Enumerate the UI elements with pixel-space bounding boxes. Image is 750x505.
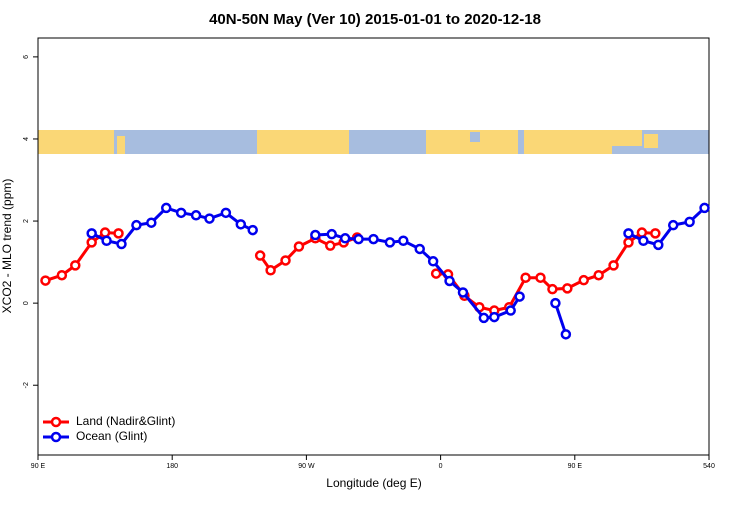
sea-patch xyxy=(612,146,642,154)
x-tick-label: 540 xyxy=(703,463,715,470)
data-point xyxy=(489,311,500,323)
data-point xyxy=(608,260,619,271)
x-tick-label: 90 W xyxy=(298,463,315,470)
x-tick-label: 0 xyxy=(439,463,443,470)
data-point xyxy=(326,228,337,240)
data-point xyxy=(325,240,336,251)
data-point xyxy=(384,237,396,248)
data-point xyxy=(398,235,409,247)
data-point xyxy=(562,283,573,294)
series-line xyxy=(91,206,706,335)
data-point xyxy=(86,237,97,248)
data-point xyxy=(623,237,634,248)
data-point xyxy=(70,260,81,271)
data-point xyxy=(514,291,525,302)
data-point xyxy=(247,224,258,236)
data-point xyxy=(101,235,112,247)
data-point xyxy=(86,228,97,239)
data-point xyxy=(116,238,127,250)
data-point xyxy=(444,275,455,287)
x-tick-label: 90 E xyxy=(31,463,46,470)
data-point xyxy=(131,219,142,231)
legend-marker xyxy=(50,416,62,428)
data-point xyxy=(427,256,439,267)
data-point xyxy=(636,227,648,238)
land-strip xyxy=(38,130,114,154)
data-point xyxy=(623,228,634,239)
data-point xyxy=(650,228,661,239)
data-point xyxy=(457,287,469,298)
data-point xyxy=(254,250,266,261)
data-point xyxy=(535,272,546,283)
data-point xyxy=(293,241,305,252)
data-point xyxy=(204,213,215,224)
data-point xyxy=(339,233,351,244)
data-point xyxy=(550,297,561,309)
data-point xyxy=(175,207,187,219)
map-strip xyxy=(38,130,709,154)
data-point xyxy=(190,210,202,221)
data-point xyxy=(430,268,442,279)
land-strip xyxy=(257,130,349,154)
chart-title: 40N-50N May (Ver 10) 2015-01-01 to 2020-… xyxy=(209,11,541,28)
data-point xyxy=(478,312,490,324)
data-point xyxy=(160,202,172,214)
data-point xyxy=(56,269,68,281)
data-point xyxy=(280,255,291,266)
data-point xyxy=(40,275,51,286)
data-point xyxy=(560,329,572,340)
data-point xyxy=(638,235,649,247)
x-tick-label: 180 xyxy=(166,463,178,470)
plot-frame xyxy=(37,37,710,456)
data-point xyxy=(414,243,425,255)
data-point xyxy=(310,229,321,241)
y-tick-label: -2 xyxy=(23,382,30,388)
y-tick-label: 6 xyxy=(23,55,30,59)
data-point xyxy=(547,283,558,295)
data-point xyxy=(520,272,531,283)
y-tick-label: 0 xyxy=(23,301,30,305)
data-point xyxy=(99,227,111,238)
data-point xyxy=(265,265,276,276)
series-line xyxy=(44,231,656,313)
legend: Land (Nadir&Glint)Ocean (Glint) xyxy=(43,414,175,443)
y-tick-label: 4 xyxy=(23,137,30,141)
data-point xyxy=(684,216,695,228)
data-point xyxy=(593,269,604,281)
data-point xyxy=(699,202,710,214)
data-point xyxy=(220,207,232,219)
data-point xyxy=(667,219,679,231)
sea-patch xyxy=(470,132,480,142)
land-strip xyxy=(117,136,125,154)
data-point xyxy=(146,217,157,228)
land-strip xyxy=(644,134,658,148)
x-tick-label: 90 E xyxy=(568,463,583,470)
y-tick-label: 2 xyxy=(23,219,30,223)
data-point xyxy=(653,239,664,251)
y-axis-label: XCO2 - MLO trend (ppm) xyxy=(0,179,14,314)
legend-marker xyxy=(50,431,62,443)
data-point xyxy=(505,305,516,316)
data-point xyxy=(113,228,124,239)
data-point xyxy=(578,274,589,286)
data-point xyxy=(353,233,364,245)
data-point xyxy=(368,233,379,245)
data-point xyxy=(235,219,247,230)
x-axis-label: Longitude (deg E) xyxy=(326,476,421,490)
legend-label: Land (Nadir&Glint) xyxy=(76,414,175,428)
legend-label: Ocean (Glint) xyxy=(76,429,147,443)
